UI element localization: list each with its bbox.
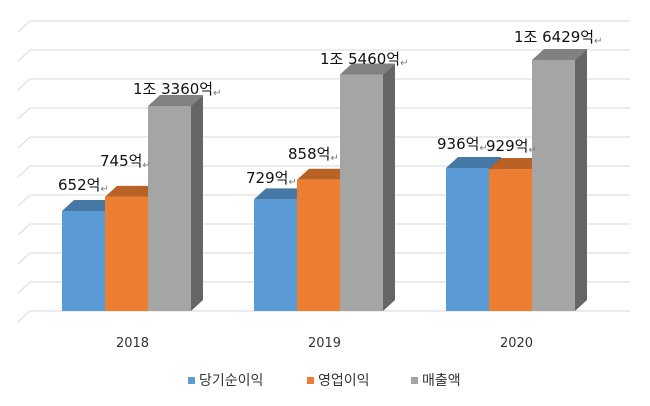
bar-2018-2-top	[105, 185, 160, 197]
gridline-10-side	[17, 20, 31, 33]
legend-swatch	[188, 377, 195, 384]
gridline-5-side	[17, 165, 31, 178]
return-mark-icon: ↵	[479, 143, 487, 154]
bar-2020-2	[489, 158, 544, 311]
x-tick-2018: 2018	[116, 336, 149, 351]
bar-2019-3-front	[340, 74, 383, 311]
x-tick-2020: 2020	[500, 336, 533, 351]
legend-item-3: 매출액	[411, 373, 461, 389]
bar-2020-1-front	[446, 168, 489, 311]
legend-label: 영업이익	[318, 373, 370, 389]
bar-2018-3-front	[148, 106, 191, 311]
data-label-2019-3: 1조 5460억↵	[320, 50, 408, 69]
bar-2019-1-front	[254, 199, 297, 311]
x-axis-labels: 2018 2019 2020	[116, 336, 533, 351]
return-mark-icon: ↵	[142, 160, 150, 171]
bar-2020-2-front	[489, 169, 532, 311]
bar-2019-3-side	[383, 63, 395, 311]
data-label-2018-3: 1조 3360억↵	[133, 80, 221, 99]
return-mark-icon: ↵	[330, 153, 338, 164]
return-mark-icon: ↵	[100, 184, 108, 195]
legend-item-2: 영업이익	[307, 373, 370, 389]
bars	[62, 49, 587, 311]
return-mark-icon: ↵	[213, 88, 221, 99]
legend-swatch	[411, 377, 418, 384]
gridline-3-side	[17, 223, 31, 236]
gridline-8-side	[17, 78, 31, 91]
legend-swatch	[307, 377, 314, 384]
bar-2020-3	[532, 49, 587, 311]
bar-2020-1-top	[446, 157, 501, 168]
gridline-1-side	[17, 281, 31, 294]
bar-2018-1-front	[62, 211, 105, 311]
data-label-2018-2: 745억↵	[100, 152, 151, 171]
bar-2020-3-top	[532, 49, 587, 60]
gridline-2-side	[17, 252, 31, 265]
legend-item-1: 당기순이익	[188, 373, 263, 389]
return-mark-icon: ↵	[288, 177, 296, 188]
bar-2018-1-top	[62, 200, 117, 211]
legend-label: 매출액	[422, 373, 461, 389]
data-labels: 652억↵ 745억↵ 1조 3360억↵ 729억↵ 858억↵ 1조 5460억↵ 93…	[58, 28, 602, 195]
data-label-2020-3: 1조 6429억↵	[514, 28, 602, 47]
gridline-7-side	[17, 107, 31, 120]
x-tick-2019: 2019	[308, 336, 341, 351]
return-mark-icon: ↵	[594, 36, 602, 47]
data-label-2020-2: 929억↵	[486, 137, 537, 156]
return-mark-icon: ↵	[528, 145, 536, 156]
data-label-2019-2: 858억↵	[288, 145, 339, 164]
data-label-2020-1: 936억↵	[437, 135, 488, 154]
bar-2020-3-side	[575, 49, 587, 311]
bar-2019-2-top	[297, 168, 352, 180]
data-label-2018-1: 652억↵	[58, 176, 109, 195]
legend-label: 당기순이익	[199, 373, 263, 389]
gridline-9-side	[17, 49, 31, 62]
gridline-0-side	[17, 310, 31, 323]
bar-2018-3-side	[191, 95, 203, 311]
legend: 당기순이익 영업이익 매출액	[188, 373, 461, 389]
bar-2018-3-top	[148, 95, 203, 106]
gridline-6-side	[17, 136, 31, 149]
data-label-2019-1: 729억↵	[246, 169, 297, 188]
bar-2019-3	[340, 63, 395, 311]
bar-2019-2-front	[297, 179, 340, 311]
bar-2018-3	[148, 95, 203, 311]
bar-2019-1-top	[254, 188, 309, 200]
return-mark-icon: ↵	[400, 58, 408, 69]
bar-2020-2-top	[489, 158, 544, 170]
gridline-4-side	[17, 194, 31, 207]
bar-2019-3-top	[340, 63, 395, 75]
bar-2018-2-front	[105, 196, 148, 311]
bar-2020-3-front	[532, 60, 575, 311]
